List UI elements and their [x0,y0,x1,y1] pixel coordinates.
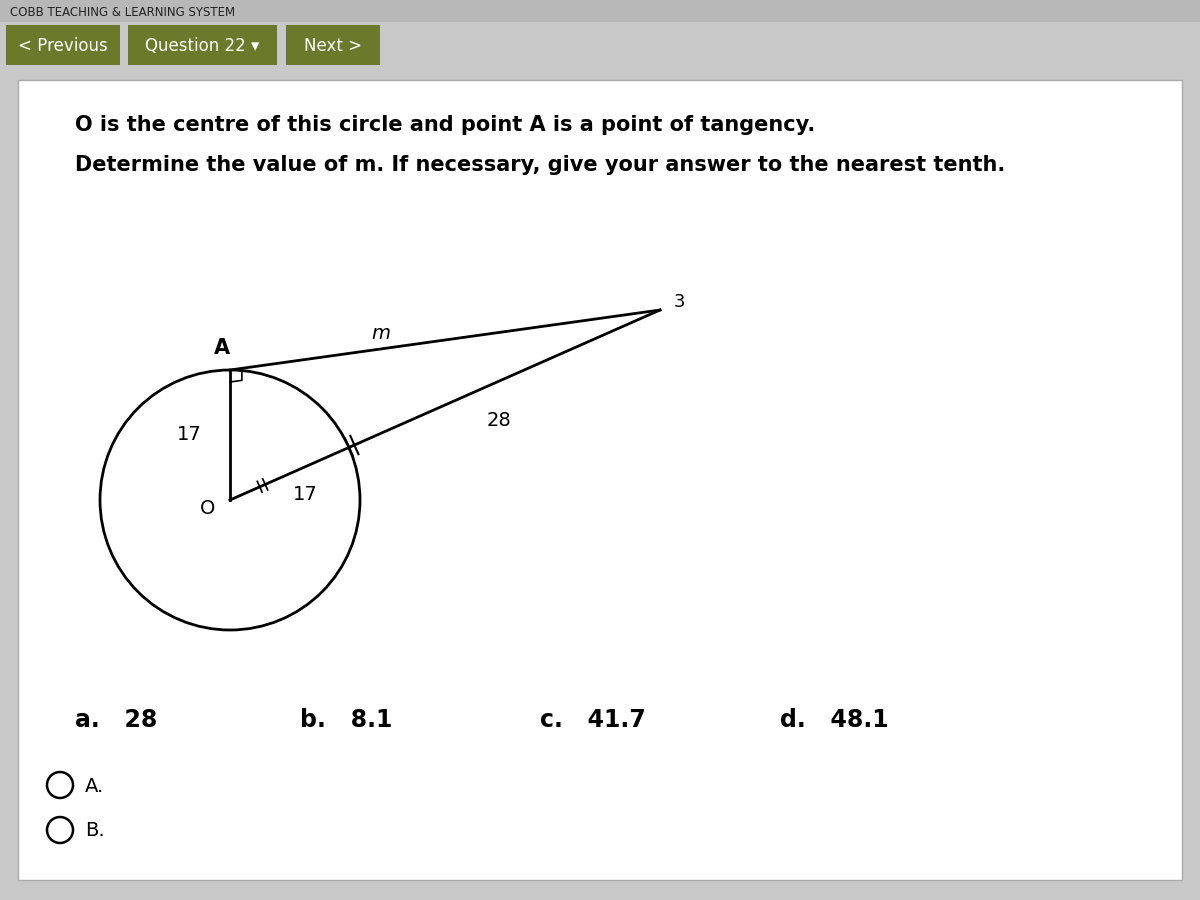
FancyBboxPatch shape [128,25,277,65]
Text: c.   41.7: c. 41.7 [540,708,646,732]
FancyBboxPatch shape [286,25,380,65]
Text: < Previous: < Previous [18,37,108,55]
Text: COBB TEACHING & LEARNING SYSTEM: COBB TEACHING & LEARNING SYSTEM [10,6,235,20]
Text: 3: 3 [674,293,685,311]
Text: Question 22 ▾: Question 22 ▾ [145,37,259,55]
Text: A.: A. [85,777,104,796]
Text: 28: 28 [486,411,511,430]
Text: 17: 17 [178,426,202,445]
Text: O is the centre of this circle and point A is a point of tangency.: O is the centre of this circle and point… [74,115,815,135]
Text: O: O [200,499,216,517]
Text: Determine the value of m. If necessary, give your answer to the nearest tenth.: Determine the value of m. If necessary, … [74,155,1006,175]
Text: d.   48.1: d. 48.1 [780,708,889,732]
Text: A: A [214,338,230,358]
FancyBboxPatch shape [0,0,1200,22]
FancyBboxPatch shape [18,80,1182,880]
FancyBboxPatch shape [6,25,120,65]
Text: a.   28: a. 28 [74,708,157,732]
Text: 17: 17 [293,485,318,504]
Text: B.: B. [85,822,104,841]
FancyBboxPatch shape [0,22,1200,68]
Text: m: m [371,324,390,343]
Text: Next >: Next > [304,37,362,55]
Text: b.   8.1: b. 8.1 [300,708,392,732]
